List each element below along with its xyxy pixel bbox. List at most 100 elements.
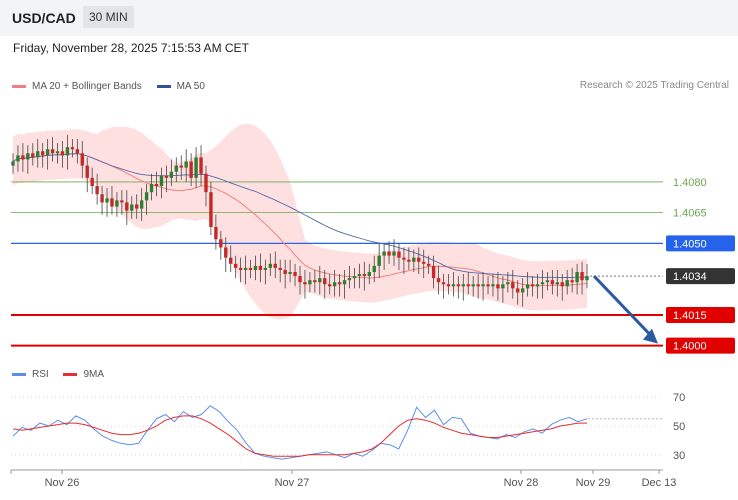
candle-body (417, 257, 421, 262)
candle (417, 247, 421, 275)
candle-body (392, 251, 396, 256)
candle-body (50, 149, 55, 154)
top-bar: USD/CAD 30 MIN (0, 0, 738, 36)
candle-body (308, 280, 312, 285)
candle (80, 141, 84, 178)
candle-body (397, 251, 401, 258)
candle-body (476, 284, 480, 287)
x-tick-label: Nov 26 (45, 477, 80, 489)
candle-body (21, 155, 25, 160)
candle (204, 165, 208, 207)
candle-body (31, 153, 35, 158)
candle (461, 274, 465, 301)
candle-body (85, 165, 89, 178)
candle-body (555, 282, 560, 285)
candle (283, 259, 287, 289)
candle-body (233, 263, 238, 268)
candle (540, 269, 545, 299)
candle-body (520, 288, 525, 293)
candle-body (575, 272, 579, 283)
price-legend: MA 20 + Bollinger Bands MA 50 (12, 80, 217, 92)
candle-body (204, 173, 208, 193)
candle (149, 173, 154, 201)
candle (11, 153, 15, 174)
rsi-ma-line (12, 415, 587, 457)
candle (130, 196, 134, 219)
candle-body (263, 267, 268, 270)
candle-body (436, 278, 441, 283)
level-label: 1.4034 (673, 271, 707, 283)
candle (184, 149, 188, 182)
candle-body (184, 161, 188, 168)
candle-body (16, 155, 20, 162)
level-label-box (666, 235, 735, 252)
candle (233, 255, 238, 279)
candle (570, 267, 574, 293)
candle (506, 272, 510, 293)
candle (372, 255, 376, 283)
candle (115, 192, 119, 217)
candle (169, 159, 174, 187)
candle (26, 145, 30, 174)
candle-body (253, 265, 258, 270)
level-label-box (666, 306, 735, 323)
candle (229, 245, 233, 272)
candle-body (466, 284, 470, 287)
candle-body (323, 278, 327, 285)
candle (575, 263, 579, 295)
candle-body (288, 272, 292, 275)
rsi-legend: RSI 9MA (12, 368, 116, 380)
candle (496, 272, 500, 301)
candle (357, 263, 362, 289)
level-label: 1.4065 (673, 208, 707, 220)
candle-body (318, 278, 322, 283)
x-tick-label: Nov 28 (504, 477, 539, 489)
candle-body (565, 280, 569, 287)
candle (36, 138, 40, 168)
candle (476, 274, 480, 299)
candle-body (149, 184, 154, 193)
candle (407, 247, 411, 270)
candle (511, 269, 515, 299)
candle (214, 214, 218, 250)
timeframe-button[interactable]: 30 MIN (83, 6, 134, 28)
candle (580, 261, 584, 295)
candle (238, 257, 243, 283)
candle-body (530, 284, 535, 287)
candle (323, 269, 327, 299)
candle-body (362, 274, 367, 277)
candle (555, 269, 560, 297)
legend-ma50-label: MA 50 (176, 81, 205, 92)
candle-body (189, 161, 193, 178)
level-label: 1.4000 (673, 341, 707, 353)
candle-body (139, 200, 144, 209)
legend-ma20-label: MA 20 + Bollinger Bands (32, 81, 142, 92)
candle (194, 147, 198, 189)
timestamp: Friday, November 28, 2025 7:15:53 AM CET (13, 41, 249, 55)
candle-body (268, 263, 273, 268)
candle-body (154, 184, 159, 187)
candle (253, 255, 258, 281)
candle (313, 269, 317, 293)
forecast-arrow-head (643, 328, 658, 344)
candle-body (229, 257, 233, 264)
candle-body (130, 204, 134, 211)
candle-body (332, 282, 337, 287)
candle-body (243, 267, 248, 270)
ma9-swatch (63, 373, 78, 376)
candle (362, 261, 367, 291)
candle (60, 141, 65, 168)
candle-body (347, 278, 352, 281)
candle (16, 145, 20, 172)
candle (565, 269, 569, 295)
candle-body (407, 259, 411, 262)
legend-9ma-label: 9MA (83, 369, 105, 380)
candle-body (451, 284, 456, 287)
candle (387, 241, 391, 264)
candle-body (426, 263, 431, 266)
candle-body (431, 265, 436, 279)
candle (298, 265, 302, 295)
candle-body (580, 272, 584, 281)
candle (40, 143, 45, 168)
